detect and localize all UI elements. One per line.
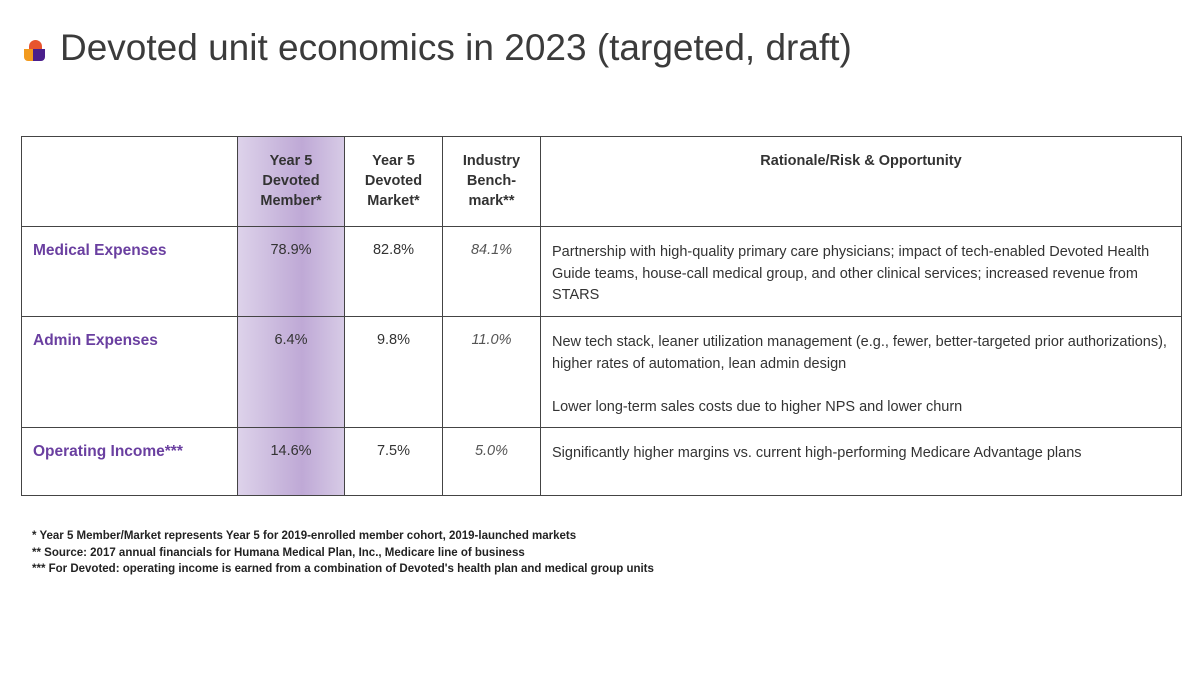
market-value: 9.8%	[344, 316, 443, 428]
header-market-line1: Year 5	[372, 153, 415, 169]
row-label: Operating Income***	[21, 427, 238, 496]
member-value: 78.9%	[237, 226, 345, 317]
header-bench-line2: Bench-	[466, 173, 517, 189]
header-bench-line3: mark**	[468, 193, 515, 209]
rationale-text: Partnership with high-quality primary ca…	[552, 244, 1150, 303]
member-value: 14.6%	[237, 427, 345, 496]
unit-economics-table: Year 5 Devoted Member* Year 5 Devoted Ma…	[21, 136, 1182, 496]
header-year5-member: Year 5 Devoted Member*	[237, 136, 345, 227]
market-value: 82.8%	[344, 226, 443, 317]
header-bench-line1: Industry	[462, 153, 521, 169]
header-year5-market: Year 5 Devoted Market*	[344, 136, 443, 227]
header-member-line3: Member*	[260, 193, 322, 209]
market-value: 7.5%	[344, 427, 443, 496]
header-member-line1: Year 5	[269, 153, 313, 169]
table-row-operating-income: Operating Income*** 14.6% 7.5% 5.0% Sign…	[21, 427, 1182, 496]
header-industry-benchmark: Industry Bench- mark**	[442, 136, 541, 227]
devoted-logo-icon	[24, 40, 46, 62]
header-empty-cell	[21, 136, 238, 227]
rationale-text: Significantly higher margins vs. current…	[552, 445, 1082, 461]
table-header-row: Year 5 Devoted Member* Year 5 Devoted Ma…	[21, 136, 1182, 227]
slide-header: Devoted unit economics in 2023 (targeted…	[24, 24, 852, 72]
header-market-line3: Market*	[367, 193, 420, 209]
footnote: * Year 5 Member/Market represents Year 5…	[32, 530, 577, 542]
page-title: Devoted unit economics in 2023 (targeted…	[60, 27, 852, 68]
footnotes: * Year 5 Member/Market represents Year 5…	[32, 528, 654, 578]
header-member-line2: Devoted	[262, 173, 320, 189]
benchmark-value: 84.1%	[442, 226, 541, 317]
benchmark-value: 5.0%	[442, 427, 541, 496]
header-rationale: Rationale/Risk & Opportunity	[540, 136, 1182, 227]
row-label: Medical Expenses	[21, 226, 238, 317]
rationale-cell: Significantly higher margins vs. current…	[540, 427, 1182, 496]
table-row-admin-expenses: Admin Expenses 6.4% 9.8% 11.0% New tech …	[21, 316, 1182, 428]
header-market-line2: Devoted	[364, 173, 423, 189]
footnote: ** Source: 2017 annual financials for Hu…	[32, 546, 525, 559]
rationale-cell: New tech stack, leaner utilization manag…	[540, 316, 1182, 428]
rationale-cell: Partnership with high-quality primary ca…	[540, 226, 1182, 317]
row-label: Admin Expenses	[21, 316, 238, 428]
member-value: 6.4%	[237, 316, 345, 428]
rationale-text: Lower long-term sales costs due to highe…	[552, 399, 963, 415]
rationale-text: New tech stack, leaner utilization manag…	[552, 334, 1167, 372]
footnote: *** For Devoted: operating income is ear…	[32, 563, 654, 575]
benchmark-value: 11.0%	[442, 316, 541, 428]
table-row-medical-expenses: Medical Expenses 78.9% 82.8% 84.1% Partn…	[21, 226, 1182, 317]
